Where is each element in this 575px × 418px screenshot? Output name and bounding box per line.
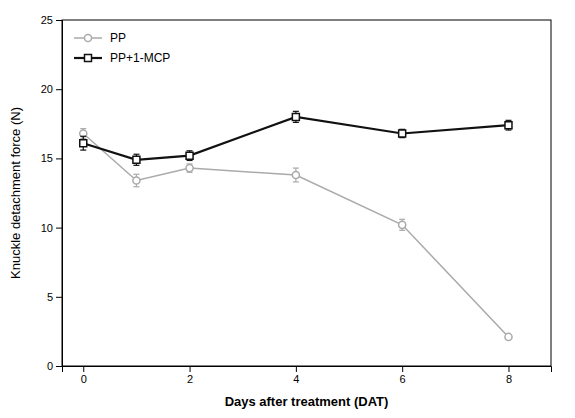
tick: 25 xyxy=(41,14,62,26)
point xyxy=(292,171,299,178)
error-bar xyxy=(187,151,193,161)
y-axis-title: Knuckle detachment force (N) xyxy=(8,107,23,279)
error-bar-cap xyxy=(133,165,139,166)
legend-item: PP+1-MCP xyxy=(74,51,170,65)
tick-label: 25 xyxy=(41,14,53,26)
error-bar-cap xyxy=(133,186,139,187)
tick-label: 15 xyxy=(41,152,53,164)
tick-label: 8 xyxy=(506,373,512,385)
tick-label: 0 xyxy=(47,360,53,372)
error-bar-cap xyxy=(133,154,139,155)
x-axis: 0 2 4 6 8 xyxy=(63,366,552,385)
tick-mark xyxy=(296,366,297,372)
tick-label: 6 xyxy=(400,373,406,385)
error-bar-cap xyxy=(293,167,299,168)
legend-marker xyxy=(85,55,92,62)
point xyxy=(186,152,193,159)
error-bar xyxy=(133,174,139,186)
error-bar-cap xyxy=(293,122,299,123)
plot-root: 0 2 4 6 8 0 5 10 15 20 25 Days after treatment (DAT… xyxy=(8,14,552,409)
tick-label: 5 xyxy=(47,291,53,303)
point xyxy=(186,165,193,172)
error-bar xyxy=(293,111,299,122)
tick: 15 xyxy=(41,152,62,164)
tick: 8 xyxy=(506,366,512,385)
error-bar xyxy=(187,164,193,172)
point xyxy=(80,130,87,137)
tick: 5 xyxy=(47,291,62,303)
error-bar-cap xyxy=(399,230,405,231)
point xyxy=(133,177,140,184)
error-bar-cap xyxy=(80,128,86,129)
tick-label: 20 xyxy=(41,83,53,95)
tick: 10 xyxy=(41,222,62,234)
error-bar xyxy=(399,219,405,230)
plot-frame xyxy=(62,20,551,366)
error-bar-cap xyxy=(187,160,193,161)
legend-item: PP xyxy=(74,31,126,45)
error-bar xyxy=(133,154,139,165)
point xyxy=(80,140,87,147)
tick-mark xyxy=(56,366,62,367)
tick: 0 xyxy=(81,366,87,385)
tick-mark xyxy=(56,228,62,229)
point xyxy=(505,122,512,129)
tick: 0 xyxy=(47,360,62,372)
error-bar xyxy=(80,136,86,150)
tick-label: 2 xyxy=(187,373,193,385)
tick-mark xyxy=(508,366,509,372)
tick-mark xyxy=(402,366,403,372)
point xyxy=(399,130,406,137)
error-bar xyxy=(293,168,299,182)
tick-mark xyxy=(190,366,191,372)
tick: 6 xyxy=(400,366,406,385)
series-line xyxy=(83,117,508,160)
point xyxy=(133,156,140,163)
error-bar-cap xyxy=(505,120,511,121)
tick: 4 xyxy=(293,366,299,385)
error-bar-cap xyxy=(399,219,405,220)
error-bar-cap xyxy=(505,129,511,130)
tick-mark xyxy=(56,158,62,159)
error-bar-cap xyxy=(80,149,86,150)
legend: PP PP+1-MCP xyxy=(74,31,170,65)
error-bar-cap xyxy=(133,174,139,175)
legend-label: PP+1-MCP xyxy=(110,51,170,65)
tick-label: 4 xyxy=(293,373,299,385)
error-bar-cap xyxy=(293,111,299,112)
point xyxy=(505,333,512,340)
tick-mark xyxy=(83,366,84,372)
series xyxy=(80,129,512,341)
tick-mark xyxy=(56,20,62,21)
x-axis-title: Days after treatment (DAT) xyxy=(225,394,389,409)
tick: 2 xyxy=(187,366,193,385)
point xyxy=(399,221,406,228)
error-bar-cap xyxy=(187,150,193,151)
axis-line xyxy=(56,21,63,367)
error-bar-cap xyxy=(293,181,299,182)
axis-line xyxy=(63,367,552,373)
chart: 0 2 4 6 8 0 5 10 15 20 25 Days after treatment (DAT… xyxy=(0,0,575,418)
tick-mark xyxy=(56,89,62,90)
point xyxy=(292,113,299,120)
tick: 20 xyxy=(41,83,62,95)
tick-label: 0 xyxy=(81,373,87,385)
legend-label: PP xyxy=(110,31,126,45)
error-bar xyxy=(505,120,511,130)
error-bar xyxy=(399,129,405,137)
error-bar-cap xyxy=(80,136,86,137)
tick-mark xyxy=(56,297,62,298)
tick-label: 10 xyxy=(41,222,53,234)
series xyxy=(80,111,512,165)
series-line xyxy=(83,133,508,336)
y-axis: 0 5 10 15 20 25 xyxy=(41,14,63,372)
plot-area xyxy=(80,111,512,340)
legend-marker xyxy=(84,34,91,41)
